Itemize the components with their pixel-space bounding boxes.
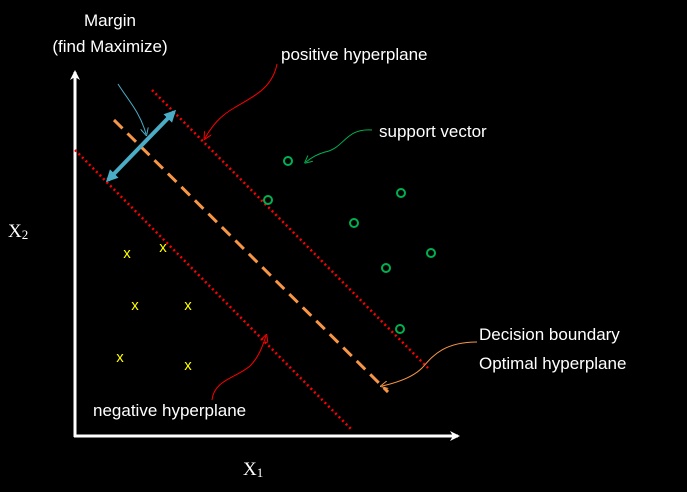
positive-hyperplane-label: positive hyperplane	[281, 45, 427, 64]
decision-boundary-callout	[382, 341, 478, 386]
y-axis-label: X2	[8, 221, 28, 242]
negative-point: x	[123, 245, 131, 262]
negative-point: x	[116, 349, 124, 366]
y-axis-label-sub: 2	[22, 227, 29, 242]
support-vector-callout	[306, 129, 373, 162]
decision-boundary-label: Decision boundary	[479, 325, 620, 344]
x-axis-label-sub: 1	[257, 465, 264, 480]
x-axis-label-main: X	[243, 459, 257, 480]
negative-points: x x x x x x	[116, 239, 192, 374]
optimal-hyperplane-label: Optimal hyperplane	[479, 354, 626, 373]
x-axis-label: X1	[243, 459, 263, 480]
margin-arrow	[105, 109, 177, 183]
negative-hyperplane-label: negative hyperplane	[93, 401, 246, 420]
negative-point: x	[131, 297, 139, 314]
positive-point	[263, 195, 273, 205]
positive-point	[381, 263, 391, 273]
positive-point	[396, 188, 406, 198]
negative-point: x	[184, 357, 192, 374]
negative-point: x	[184, 297, 192, 314]
margin-label-line2: (find Maximize)	[52, 37, 167, 56]
support-vector-label: support vector	[379, 122, 487, 141]
negative-hyperplane-callout	[211, 336, 266, 401]
margin-callout	[117, 83, 146, 134]
positive-point	[395, 324, 405, 334]
positive-points	[263, 156, 436, 334]
margin-label-line1: Margin	[84, 11, 136, 30]
negative-hyperplane-line	[74, 149, 353, 431]
positive-point	[283, 156, 293, 166]
positive-hyperplane-callout	[205, 63, 278, 138]
decision-boundary-line	[112, 118, 390, 394]
positive-point	[349, 218, 359, 228]
positive-point	[426, 248, 436, 258]
negative-point: x	[159, 239, 167, 256]
y-axis-label-main: X	[8, 221, 22, 242]
positive-hyperplane-line	[151, 89, 429, 369]
